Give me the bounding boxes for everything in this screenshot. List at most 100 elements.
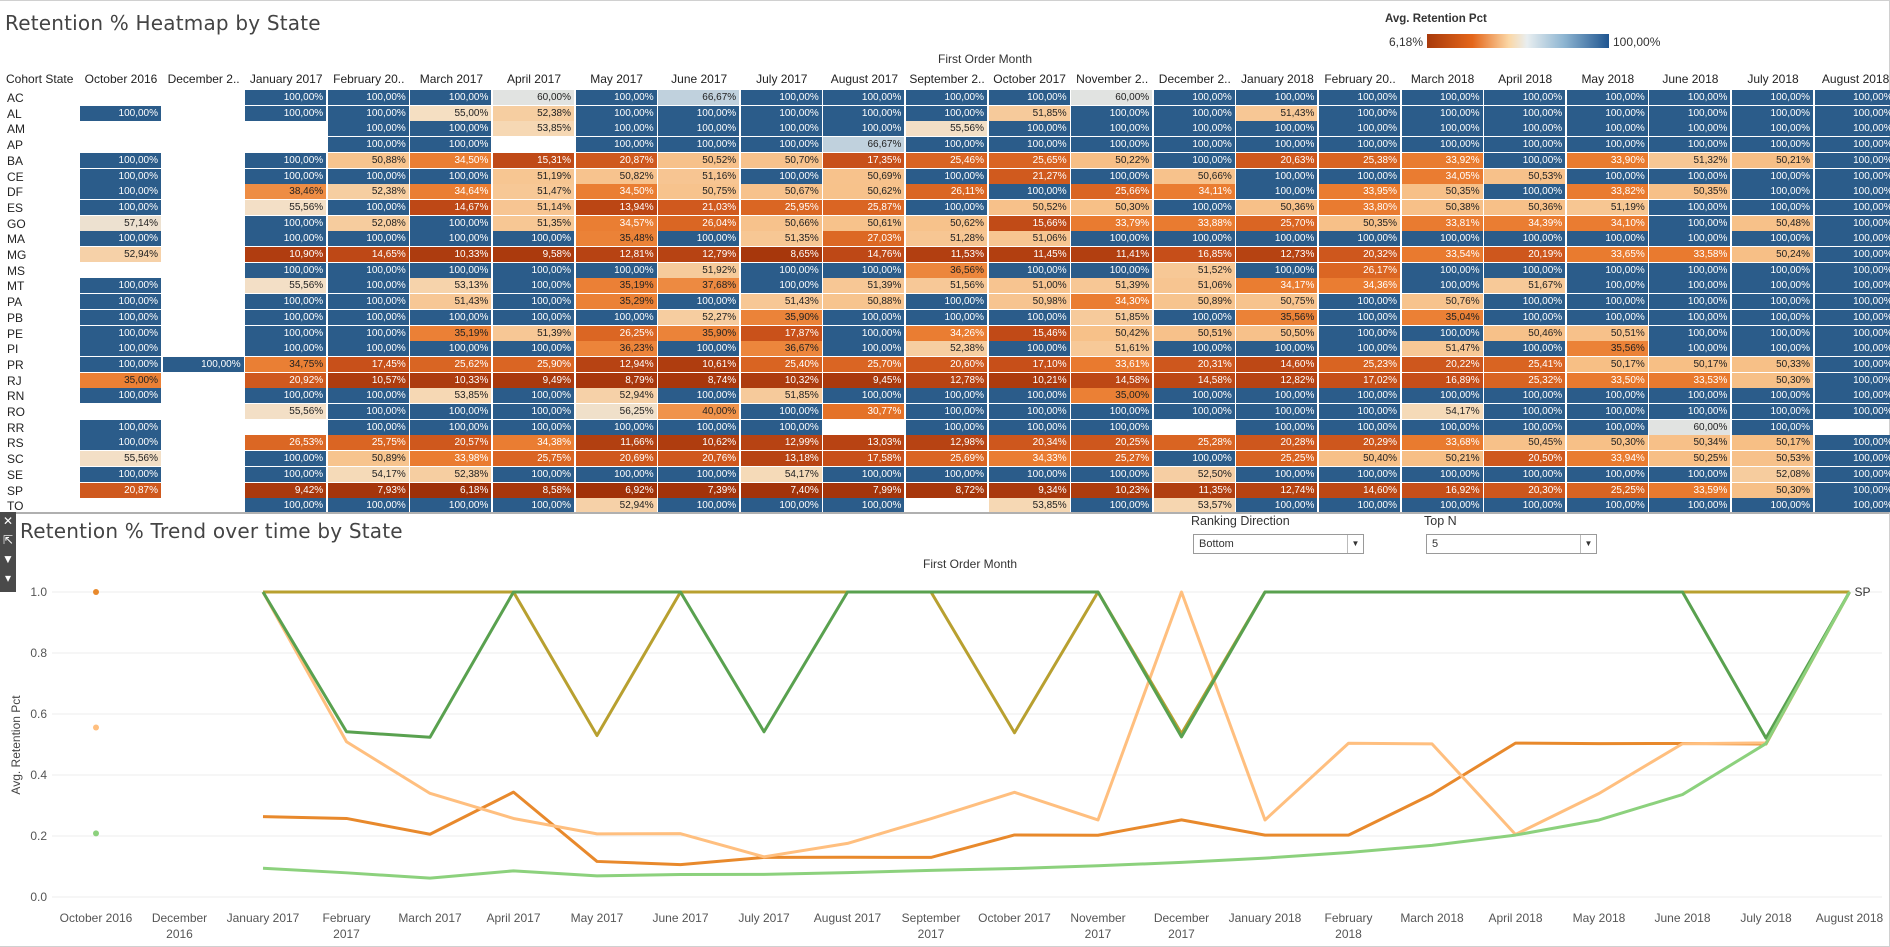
heatmap-cell[interactable]: 100,00% [1319,466,1400,482]
heatmap-cell[interactable]: 100,00% [988,90,1070,105]
heatmap-cell[interactable]: 100,00% [1566,388,1648,404]
heatmap-cell[interactable]: 10,90% [245,247,327,262]
heatmap-cell[interactable]: 56,25% [575,404,657,419]
heatmap-cell[interactable]: 100,00% [327,309,409,325]
heatmap-cell[interactable]: 100,00% [906,137,987,153]
heatmap-column-header[interactable]: October 2016 [84,72,158,86]
heatmap-cell[interactable]: 20,30% [1484,482,1566,498]
heatmap-column-header[interactable]: May 2017 [590,72,643,86]
heatmap-cell[interactable]: 12,74% [1236,482,1318,498]
heatmap-cell[interactable]: 20,25% [1071,435,1153,451]
heatmap-cell[interactable]: 8,58% [493,482,574,498]
heatmap-cell[interactable]: 33,65% [1566,247,1648,262]
heatmap-cell[interactable]: 52,50% [1153,466,1235,482]
heatmap-row-label[interactable]: SP [7,483,24,498]
heatmap-cell[interactable]: 50,53% [1732,451,1813,467]
heatmap-cell[interactable]: 7,40% [740,482,822,498]
heatmap-cell[interactable]: 25,25% [1236,451,1318,467]
heatmap-cell[interactable]: 100,00% [1153,199,1235,215]
heatmap-row-label[interactable]: SE [7,467,24,482]
heatmap-cell[interactable]: 17,45% [327,356,409,372]
heatmap-cell[interactable]: 100,00% [327,105,409,121]
heatmap-cell[interactable]: 100,00% [740,137,822,153]
heatmap-cell[interactable]: 33,92% [1401,152,1483,168]
heatmap-cell[interactable]: 25,41% [1484,356,1566,372]
heatmap-cell[interactable]: 7,99% [823,482,905,498]
heatmap-column-header[interactable]: August 2017 [830,72,899,86]
heatmap-cell[interactable]: 100,00% [575,419,657,435]
heatmap-cell[interactable]: 100,00% [245,388,327,404]
heatmap-row-label[interactable]: MT [7,279,25,294]
heatmap-cell[interactable]: 100,00% [988,121,1070,137]
heatmap-cell[interactable]: 100,00% [327,404,409,419]
heatmap-cell[interactable]: 50,25% [1649,451,1731,467]
heatmap-row-label[interactable]: RN [7,389,25,404]
heatmap-column-header[interactable]: January 2018 [1241,72,1314,86]
heatmap-cell[interactable]: 100,00% [1649,168,1731,184]
heatmap-cell[interactable]: 100,00% [1071,121,1153,137]
heatmap-cell[interactable]: 33,81% [1401,215,1483,231]
heatmap-cell[interactable]: 60,00% [1071,90,1153,105]
heatmap-row-label[interactable]: RO [7,405,25,419]
heatmap-cell[interactable]: 100,00% [245,152,327,168]
heatmap-cell[interactable]: 12,94% [575,356,657,372]
heatmap-cell[interactable]: 100,00% [906,419,987,435]
heatmap-cell[interactable]: 100,00% [410,419,492,435]
heatmap-cell[interactable]: 100,00% [493,278,574,294]
heatmap-cell[interactable]: 25,23% [1319,356,1400,372]
heatmap-cell[interactable]: 35,56% [1566,341,1648,357]
heatmap-cell[interactable]: 100,00% [1814,105,1890,121]
heatmap-cell[interactable]: 100,00% [1814,152,1890,168]
heatmap-cell[interactable]: 100,00% [658,137,740,153]
heatmap-cell[interactable]: 100,00% [823,388,905,404]
heatmap-cell[interactable]: 100,00% [1401,137,1483,153]
heatmap-cell[interactable]: 100,00% [1236,184,1318,200]
heatmap-cell[interactable]: 100,00% [80,184,161,200]
heatmap-cell[interactable]: 50,82% [575,168,657,184]
heatmap-row-label[interactable]: SC [7,452,24,467]
heatmap-cell[interactable]: 100,00% [906,199,987,215]
heatmap-row-label[interactable]: MS [7,263,25,278]
heatmap-cell[interactable]: 100,00% [1566,294,1648,310]
heatmap-cell[interactable]: 50,22% [1071,152,1153,168]
heatmap-cell[interactable]: 100,00% [1649,466,1731,482]
heatmap-cell[interactable]: 100,00% [988,388,1070,404]
heatmap-column-header[interactable]: July 2017 [756,72,808,86]
heatmap-cell[interactable]: 100,00% [1814,184,1890,200]
heatmap-column-header[interactable]: April 2017 [506,72,562,86]
heatmap-cell[interactable]: 100,00% [740,262,822,278]
heatmap-cell[interactable]: 100,00% [80,199,161,215]
heatmap-cell[interactable]: 100,00% [1484,341,1566,357]
heatmap-cell[interactable]: 51,47% [493,184,574,200]
heatmap-cell[interactable]: 100,00% [327,262,409,278]
heatmap-cell[interactable]: 38,46% [245,184,327,200]
heatmap-cell[interactable]: 100,00% [1319,168,1400,184]
heatmap-cell[interactable]: 100,00% [80,168,161,184]
heatmap-cell[interactable]: 50,48% [1732,215,1813,231]
heatmap-cell[interactable]: 51,06% [1153,278,1235,294]
heatmap-cell[interactable]: 100,00% [327,294,409,310]
heatmap-cell[interactable]: 100,00% [1814,482,1890,498]
heatmap-cell[interactable]: 16,89% [1401,372,1483,388]
heatmap-cell[interactable]: 100,00% [1319,105,1400,121]
heatmap-cell[interactable]: 51,43% [1236,105,1318,121]
heatmap-cell[interactable]: 34,11% [1153,184,1235,200]
heatmap-cell[interactable]: 52,27% [658,309,740,325]
heatmap-cell[interactable]: 50,52% [988,199,1070,215]
heatmap-cell[interactable]: 100,00% [80,278,161,294]
heatmap-cell[interactable]: 50,45% [1484,435,1566,451]
heatmap-column-header[interactable]: January 2017 [249,72,323,86]
heatmap-row-label[interactable]: MG [7,248,27,262]
heatmap-column-header[interactable]: December 2.. [1158,72,1231,86]
heatmap-cell[interactable]: 33,50% [1566,372,1648,388]
heatmap-cell[interactable]: 33,54% [1401,247,1483,262]
heatmap-cell[interactable]: 100,00% [1649,388,1731,404]
heatmap-cell[interactable]: 20,60% [906,356,987,372]
heatmap-cell[interactable]: 25,28% [1153,435,1235,451]
heatmap-cell[interactable]: 100,00% [1153,137,1235,153]
heatmap-cell[interactable]: 100,00% [327,341,409,357]
heatmap-cell[interactable]: 20,28% [1236,435,1318,451]
heatmap-cell[interactable]: 10,33% [410,372,492,388]
heatmap-cell[interactable]: 100,00% [410,215,492,231]
heatmap-cell[interactable]: 100,00% [1401,262,1483,278]
